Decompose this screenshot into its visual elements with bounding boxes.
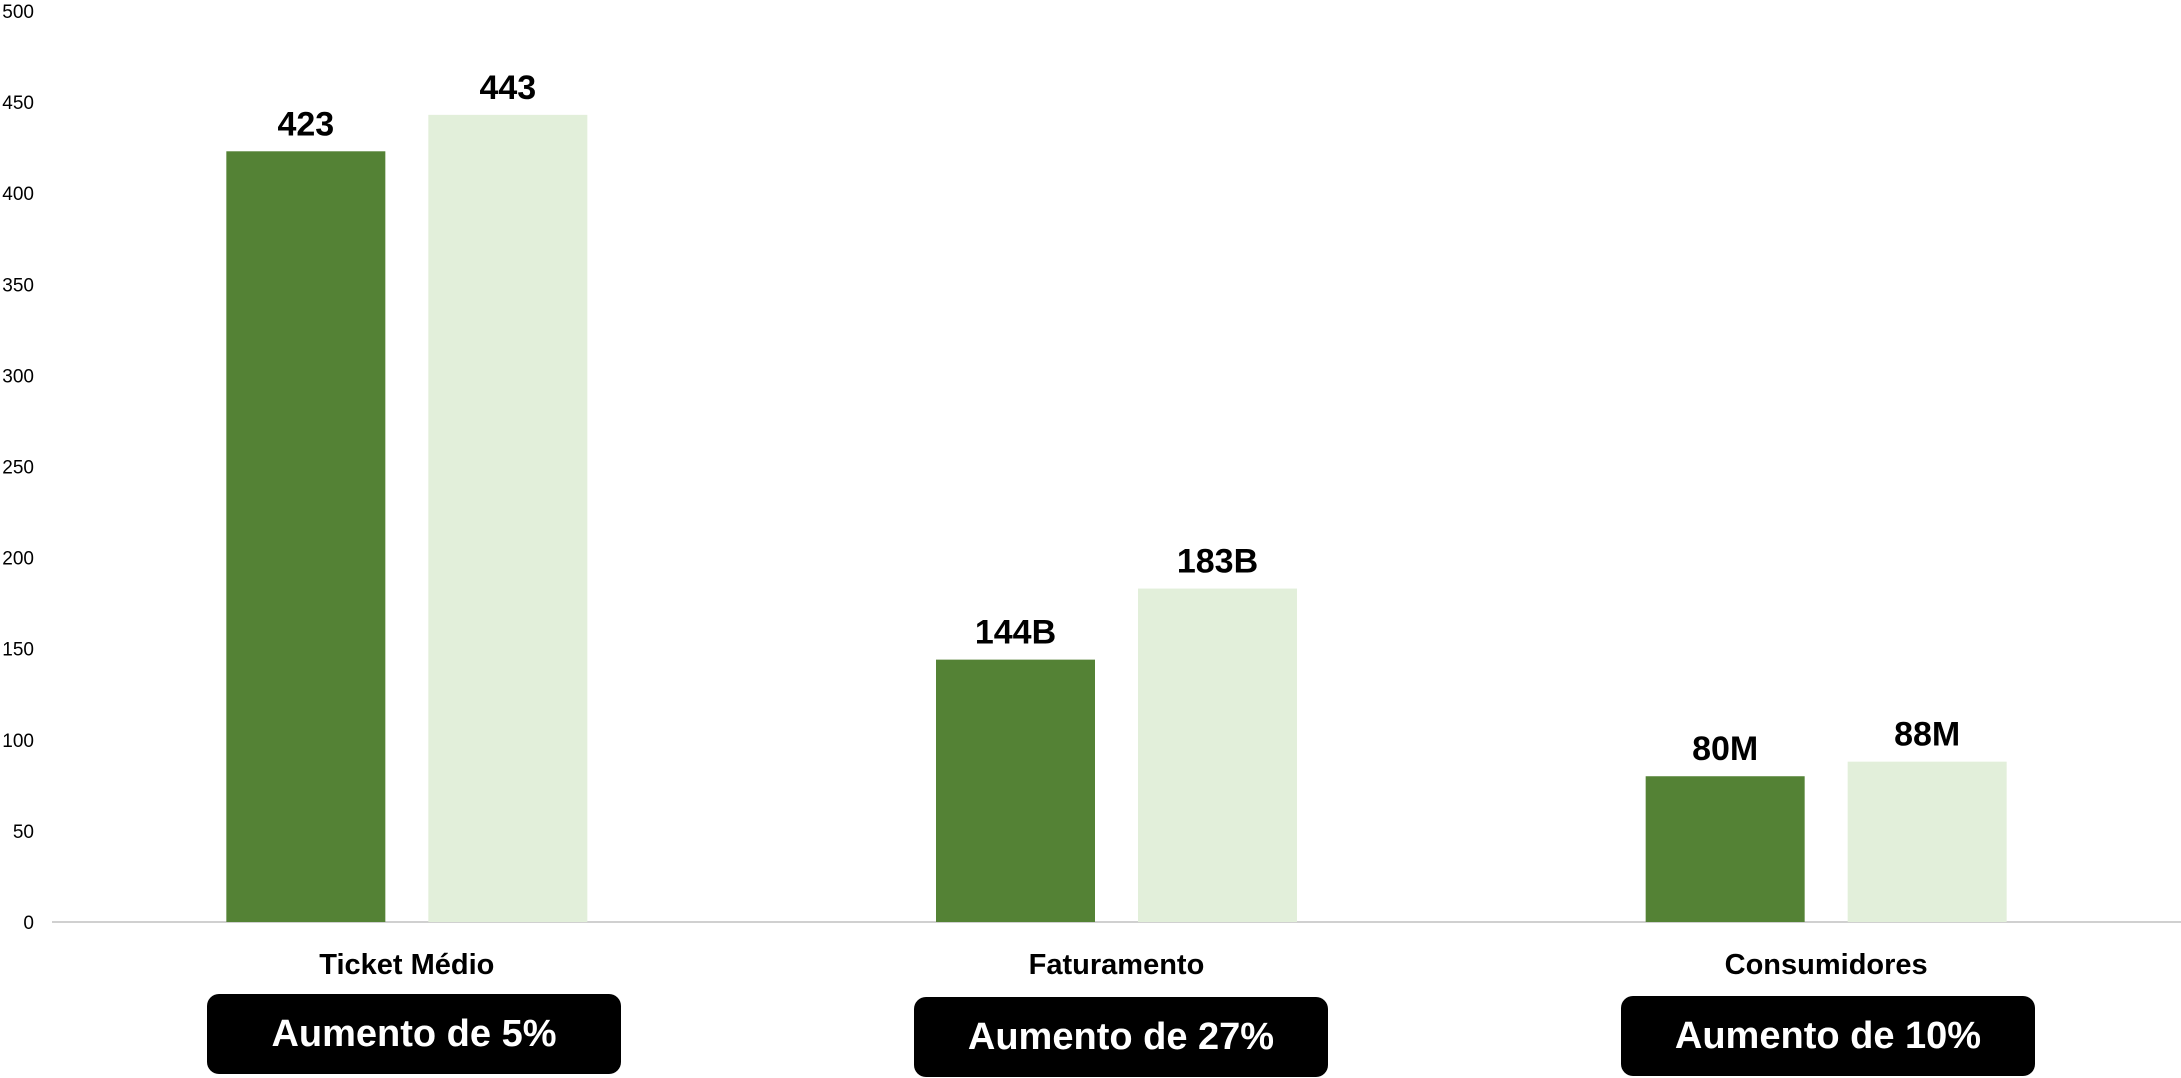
bar xyxy=(1138,588,1297,922)
y-axis: 0 50 100 150 200 250 300 350 400 450 500 xyxy=(2,2,34,934)
bars xyxy=(226,114,2007,922)
increase-badge-ticket-medio: Aumento de 5% xyxy=(207,994,621,1074)
y-tick-label: 500 xyxy=(2,2,34,23)
data-labels: 423 443 144B 183B 80M 88M xyxy=(277,69,1960,768)
y-tick-label: 400 xyxy=(2,184,34,205)
increase-badge-faturamento: Aumento de 27% xyxy=(914,997,1328,1077)
data-label: 88M xyxy=(1894,716,1960,754)
y-tick-label: 150 xyxy=(2,640,34,661)
data-label: 144B xyxy=(975,614,1056,652)
y-tick-label: 50 xyxy=(13,822,34,843)
category-labels: Ticket Médio Faturamento Consumidores xyxy=(319,949,1927,981)
y-tick-label: 100 xyxy=(2,731,34,752)
category-label: Faturamento xyxy=(1029,949,1205,981)
y-tick-label: 200 xyxy=(2,549,34,570)
bar xyxy=(1847,761,2007,922)
bar xyxy=(428,114,588,922)
bar xyxy=(1645,776,1805,922)
category-label: Ticket Médio xyxy=(319,949,494,981)
data-label: 443 xyxy=(479,69,536,107)
y-tick-label: 450 xyxy=(2,93,34,114)
data-label: 423 xyxy=(277,105,334,143)
data-label: 183B xyxy=(1177,543,1258,581)
y-tick-label: 0 xyxy=(23,913,34,934)
y-tick-label: 250 xyxy=(2,458,34,479)
data-label: 80M xyxy=(1692,730,1758,768)
increase-badge-consumidores: Aumento de 10% xyxy=(1621,996,2035,1076)
bar xyxy=(226,151,386,922)
y-tick-label: 350 xyxy=(2,275,34,296)
category-label: Consumidores xyxy=(1725,949,1928,981)
y-tick-label: 300 xyxy=(2,366,34,387)
bar xyxy=(936,659,1095,922)
